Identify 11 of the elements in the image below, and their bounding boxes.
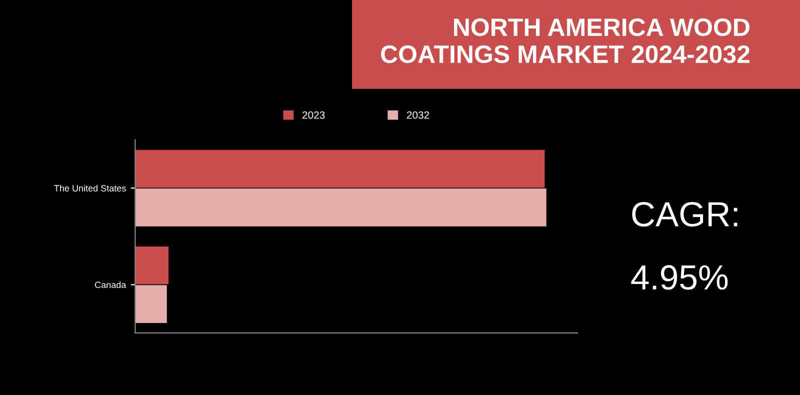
text: 4.95%	[631, 265, 728, 290]
text: CAGR:	[632, 202, 738, 227]
y-tick-label: The United States	[54, 184, 126, 192]
bar	[135, 285, 167, 323]
bar	[135, 150, 545, 188]
y-tick-label: Canada	[95, 281, 126, 288]
legend-label: 2032	[406, 111, 430, 119]
chart-title: NORTH AMERICA WOOD COATINGS MARKET 2024-2032	[381, 18, 750, 64]
bar	[135, 188, 546, 226]
bar	[135, 246, 169, 284]
legend-label: 2023	[302, 111, 325, 119]
